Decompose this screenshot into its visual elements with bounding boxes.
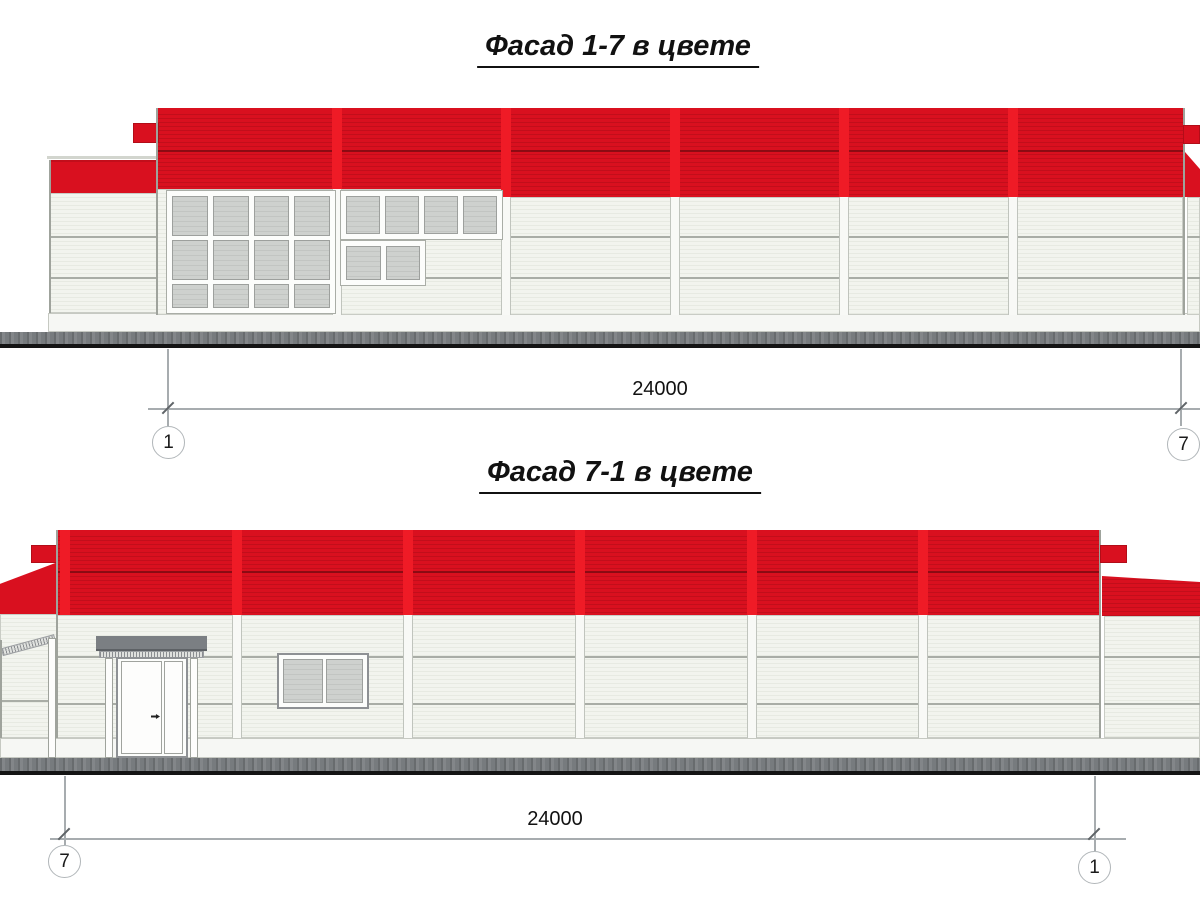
facade-top-title: Фасад 1-7 в цвете xyxy=(477,30,759,68)
pilaster-red xyxy=(501,108,511,197)
ground-edge xyxy=(0,344,1200,348)
building-edge xyxy=(56,530,58,738)
window-pane xyxy=(283,659,323,703)
pilaster xyxy=(747,615,757,738)
pilaster-red xyxy=(670,108,680,197)
ground-strip xyxy=(0,758,1200,771)
door-leaf xyxy=(164,661,183,754)
window-block xyxy=(340,240,426,286)
wall-divider xyxy=(424,277,506,279)
window-block xyxy=(166,190,336,314)
window-pane xyxy=(346,196,380,234)
parapet-tab xyxy=(133,123,159,143)
extension-line xyxy=(1094,776,1096,851)
canopy-post xyxy=(190,658,198,758)
wall-divider xyxy=(1187,236,1200,238)
axis-marker-bottom-right: 1 xyxy=(1078,851,1111,884)
extension-line xyxy=(1180,349,1182,426)
window-pane xyxy=(253,284,290,308)
pilaster-red xyxy=(747,530,757,615)
window-pane xyxy=(346,246,381,280)
pilaster-red xyxy=(332,108,342,189)
wall-divider xyxy=(50,236,160,238)
wing-parapet-red xyxy=(50,160,160,193)
pilaster-red xyxy=(232,530,242,615)
pilaster xyxy=(670,197,680,315)
window-pane xyxy=(294,284,330,308)
pilaster xyxy=(1008,197,1018,315)
pilaster-red xyxy=(403,530,413,615)
facade-bottom-dimension-label: 24000 xyxy=(527,808,583,830)
porch-post xyxy=(48,638,56,758)
pilaster xyxy=(575,615,585,738)
ground-strip xyxy=(0,332,1200,344)
window-block xyxy=(340,190,503,240)
porch-edge xyxy=(0,640,2,738)
parapet-tab xyxy=(1100,545,1127,563)
window-pane xyxy=(326,659,363,703)
pilaster xyxy=(232,615,242,738)
pilaster xyxy=(403,615,413,738)
window-pane xyxy=(212,240,249,280)
axis-marker-bottom-left: 7 xyxy=(48,845,81,878)
facade-top-dimension-label: 24000 xyxy=(632,378,688,400)
dimension-line xyxy=(50,838,1126,840)
canopy-post xyxy=(105,658,113,758)
door-leaf xyxy=(121,661,162,754)
wall-divider xyxy=(1104,656,1200,658)
window-pane xyxy=(253,240,290,280)
window-pane xyxy=(424,196,458,234)
ground-edge xyxy=(0,771,1200,775)
pilaster xyxy=(918,615,928,738)
pilaster-red xyxy=(1008,108,1018,197)
wing-parapet-red xyxy=(1102,576,1200,616)
dimension-line xyxy=(148,408,1200,410)
wing-edge xyxy=(49,160,51,313)
wall-divider xyxy=(1187,277,1200,279)
axis-label: 1 xyxy=(1089,856,1100,878)
window-pane xyxy=(212,196,249,236)
door-handle xyxy=(151,714,160,719)
wall-divider xyxy=(50,277,160,279)
window-pane xyxy=(385,196,419,234)
axis-marker-top-left: 1 xyxy=(152,426,185,459)
window-pane xyxy=(172,196,208,236)
wing-coping xyxy=(47,156,163,159)
extension-line xyxy=(64,776,66,845)
porch-roof-red xyxy=(0,562,58,614)
pilaster-red xyxy=(575,530,585,615)
building-edge xyxy=(156,108,158,315)
window-pane xyxy=(463,196,497,234)
axis-marker-top-right: 7 xyxy=(1167,428,1200,461)
pilaster-red xyxy=(918,530,928,615)
axis-label: 7 xyxy=(1178,433,1189,455)
axis-label: 1 xyxy=(163,431,174,453)
entrance-canopy xyxy=(96,636,207,651)
building-edge xyxy=(1099,530,1101,738)
wing-wall xyxy=(1104,616,1200,738)
window-pane xyxy=(212,284,249,308)
window-pane xyxy=(172,284,208,308)
extension-line xyxy=(167,349,169,426)
window-pane xyxy=(253,196,290,236)
window-pane xyxy=(172,240,208,280)
pilaster xyxy=(839,197,849,315)
wall-divider xyxy=(1104,703,1200,705)
window-pane xyxy=(294,240,330,280)
facade-bottom-title: Фасад 7-1 в цвете xyxy=(479,456,761,494)
pilaster xyxy=(501,197,511,315)
parapet-tab xyxy=(31,545,57,563)
window-pane xyxy=(385,246,420,280)
window-pane xyxy=(294,196,330,236)
pilaster-red xyxy=(839,108,849,197)
wall-divider xyxy=(0,700,57,702)
pilaster-red xyxy=(60,530,70,615)
axis-label: 7 xyxy=(59,850,70,872)
building-edge xyxy=(1183,108,1185,315)
